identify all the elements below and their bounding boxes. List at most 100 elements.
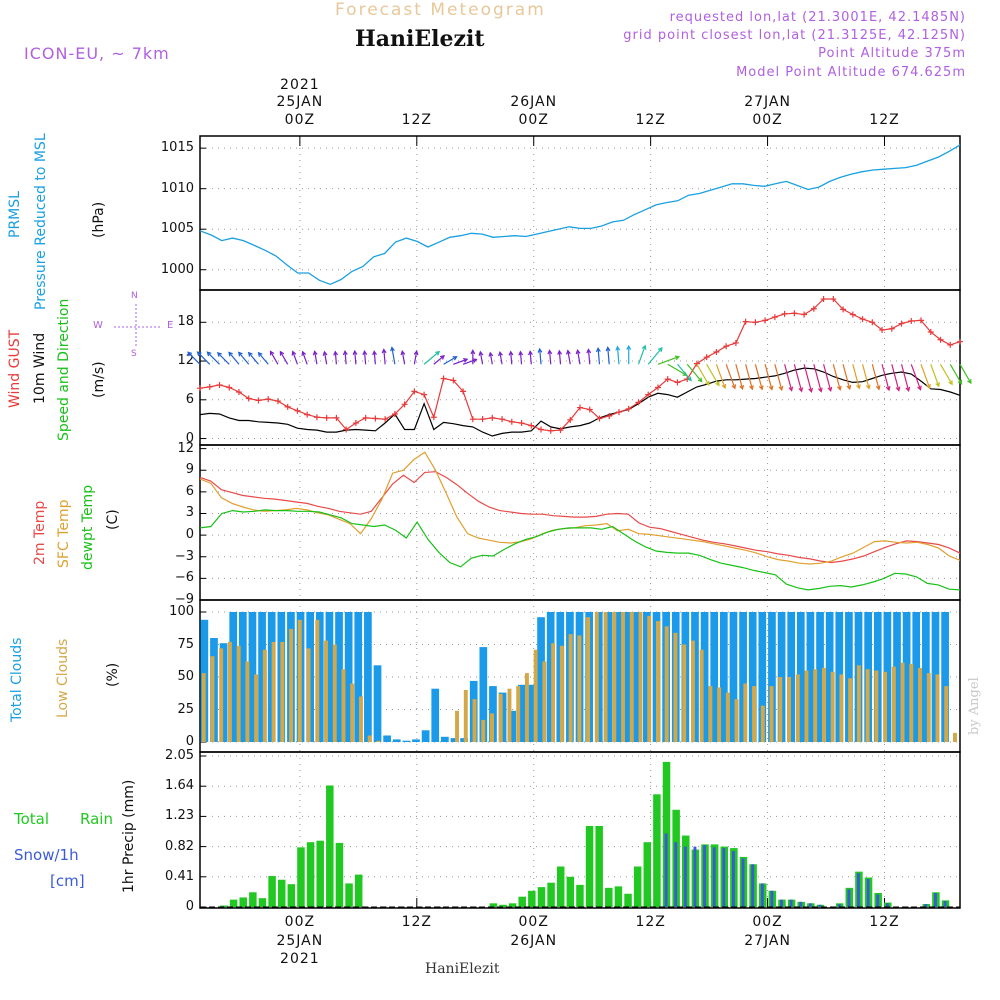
low-cloud-bar bbox=[603, 612, 608, 742]
snow-unit-label: [cm] bbox=[50, 872, 85, 890]
low-cloud-bar bbox=[245, 661, 250, 742]
wind-gust-marker bbox=[781, 310, 788, 317]
total-cloud-bar bbox=[229, 612, 238, 742]
low-cloud-bar bbox=[324, 640, 328, 742]
wind-arrow-head bbox=[342, 349, 348, 356]
wind-arrow bbox=[784, 364, 793, 391]
wind-gust-marker bbox=[508, 418, 515, 425]
wind-arrow-head bbox=[948, 380, 953, 386]
wind-arrow-head bbox=[595, 346, 601, 353]
rain-bar bbox=[499, 904, 507, 907]
wind-gust-marker bbox=[596, 415, 603, 422]
wind-gust-marker bbox=[557, 427, 564, 434]
snow-bar bbox=[770, 890, 774, 907]
low-cloud-bar bbox=[533, 649, 538, 742]
low-cloud-bar bbox=[787, 677, 791, 742]
wind-arrow bbox=[939, 363, 953, 385]
snow-bar bbox=[780, 899, 783, 907]
wind-arrow-head bbox=[575, 349, 581, 355]
precip-ytick-label: 2.05 bbox=[165, 748, 194, 763]
total-cloud-bar bbox=[479, 647, 488, 742]
wind-gust-marker bbox=[879, 327, 886, 334]
total-cloud-bar bbox=[643, 612, 651, 742]
wind-arrow bbox=[803, 364, 813, 392]
wind-arrow bbox=[793, 364, 803, 392]
wind-arrow bbox=[499, 352, 503, 365]
total-cloud-bar bbox=[719, 612, 728, 742]
top-time-label: 26JAN bbox=[510, 94, 558, 110]
temp-ytick-label: −9 bbox=[174, 592, 194, 607]
station-name: HaniElezit bbox=[355, 26, 485, 52]
wind-arrow bbox=[764, 364, 773, 390]
wind-arrow-head bbox=[739, 384, 745, 391]
wind-arrow bbox=[248, 352, 259, 365]
temp-ytick-label: 0 bbox=[185, 527, 194, 543]
wind-arrow-head bbox=[935, 382, 940, 388]
pressure-frame bbox=[199, 135, 961, 291]
wind-arrow-head bbox=[798, 387, 804, 393]
total-cloud-bar bbox=[787, 612, 796, 742]
wind-arrow bbox=[302, 351, 308, 365]
wind-arrow-head bbox=[557, 349, 563, 355]
wind-gust-marker bbox=[577, 404, 583, 411]
wind-arrow bbox=[529, 351, 532, 365]
low-cloud-bar bbox=[909, 664, 914, 742]
temp-frame bbox=[199, 444, 961, 601]
wind-arrow bbox=[676, 363, 692, 381]
snow-bar bbox=[885, 903, 889, 907]
total-cloud-bar bbox=[941, 612, 949, 742]
total-cloud-bar bbox=[902, 612, 911, 742]
wind-arrow bbox=[735, 364, 744, 390]
wind-gust-marker bbox=[771, 314, 778, 321]
low-cloud-bar bbox=[262, 649, 267, 742]
rain-bar bbox=[653, 794, 661, 907]
wind-arrow-head bbox=[452, 356, 458, 361]
compass-west: W bbox=[93, 320, 103, 331]
wind-gust-marker bbox=[625, 405, 632, 412]
wind-gust-marker bbox=[957, 338, 963, 345]
grid-point-coords: grid point closest lon,lat (21.3125E, 42… bbox=[623, 28, 966, 43]
wind-gust-marker bbox=[430, 414, 437, 421]
low-cloud-bar bbox=[804, 670, 809, 742]
wind-gust-marker bbox=[411, 388, 418, 395]
wind-arrow-head bbox=[247, 351, 253, 357]
total-cloud-bar bbox=[344, 612, 353, 742]
wind-arrow bbox=[725, 364, 736, 389]
wind-arrow-head bbox=[615, 345, 621, 351]
low-cloud-bar bbox=[856, 665, 861, 742]
low-cloud-bar bbox=[760, 705, 765, 742]
bottom-time-label: 12Z bbox=[401, 914, 432, 930]
wind-gust-marker bbox=[401, 401, 408, 408]
wind-gust-marker bbox=[820, 296, 827, 303]
temp-ytick-label: 9 bbox=[185, 462, 194, 478]
top-time-label: 12Z bbox=[869, 112, 900, 128]
wind-arrow-head bbox=[257, 351, 263, 357]
wind-gust-marker bbox=[469, 416, 476, 423]
total-cloud-bar bbox=[623, 612, 632, 742]
low-cloud-bar bbox=[341, 669, 346, 742]
total-cloud-bar bbox=[527, 684, 536, 742]
wind-arrow bbox=[292, 351, 298, 365]
temp-ytick-label: 3 bbox=[185, 505, 194, 521]
total-cloud-bar bbox=[604, 612, 613, 742]
wind-gust-marker bbox=[859, 316, 866, 323]
low-cloud-bar bbox=[734, 699, 739, 742]
wind-arrow bbox=[334, 351, 338, 365]
wind-arrow-head bbox=[768, 385, 774, 391]
wind-gust-marker bbox=[801, 311, 808, 318]
wind-arrow-head bbox=[400, 349, 406, 356]
compass-east: E bbox=[167, 320, 174, 331]
pressure-ytick-label: 1000 bbox=[160, 261, 194, 277]
temp-ytick-label: −3 bbox=[174, 548, 194, 564]
wind-arrow bbox=[270, 351, 279, 365]
snow-bar bbox=[760, 883, 764, 907]
wind-arrow-head bbox=[498, 350, 503, 357]
snow-bar bbox=[799, 901, 803, 907]
wind-arrow-head bbox=[731, 384, 737, 390]
snow-bar bbox=[924, 904, 928, 907]
wind-gust-marker bbox=[713, 349, 720, 355]
total-cloud-bar bbox=[796, 612, 805, 742]
total-cloud-bar bbox=[758, 612, 767, 742]
low-cloud-bar bbox=[297, 619, 302, 742]
low-cloud-bar bbox=[612, 612, 617, 742]
